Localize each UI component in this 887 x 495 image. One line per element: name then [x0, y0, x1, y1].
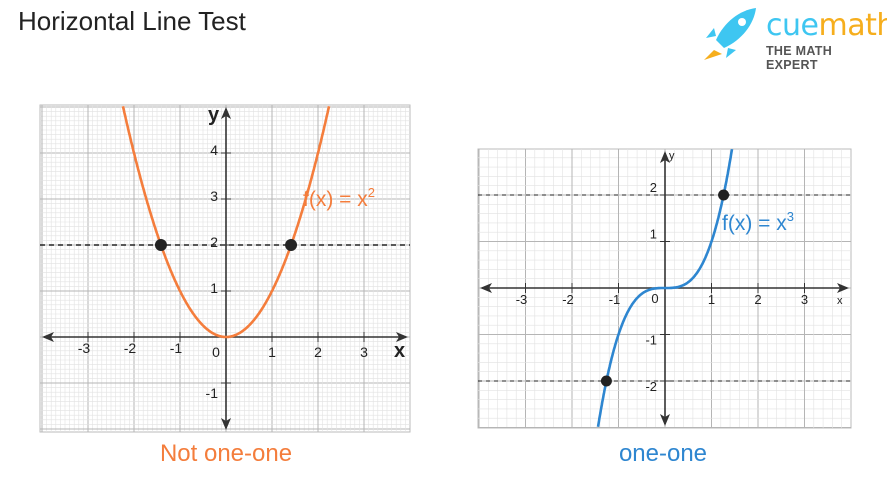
y-axis-arrow-up [660, 151, 670, 163]
x-axis-arrow-right [396, 332, 408, 342]
function-curve [596, 148, 734, 428]
brand-name: cuemath [766, 8, 887, 43]
x-tick-label: -3 [516, 292, 528, 307]
x-tick-label: -1 [609, 292, 621, 307]
x-tick-label: -1 [170, 340, 183, 356]
x-axis-label: x [837, 295, 843, 307]
origin-label: 0 [212, 344, 220, 360]
y-tick-label: -2 [645, 379, 657, 394]
x-tick-label: -3 [78, 340, 91, 356]
function-label-exponent: 3 [787, 209, 794, 224]
brand-tagline: THE MATH EXPERT [766, 44, 833, 72]
y-axis-arrow-down [221, 418, 231, 430]
page-title: Horizontal Line Test [18, 6, 246, 36]
intersection-point [600, 375, 612, 387]
y-tick-label: 4 [210, 142, 218, 158]
x-tick-label: -2 [124, 340, 137, 356]
y-axis-label: y [669, 150, 675, 162]
y-tick-label: 3 [210, 188, 218, 204]
x-tick-label: 2 [314, 344, 322, 360]
rocket-icon [704, 8, 756, 60]
y-tick-label: -1 [206, 385, 219, 401]
y-axis-arrow-down [660, 414, 670, 426]
caption-not-one-one: Not one-one [159, 440, 293, 467]
x-axis-arrow-right [837, 283, 849, 293]
intersection-point [285, 239, 298, 251]
x-axis-arrow-left [42, 332, 54, 342]
x-tick-label: 3 [801, 292, 808, 307]
x-tick-label: 2 [754, 292, 761, 307]
x-tick-label: 3 [360, 344, 368, 360]
y-axis-arrow-up [221, 107, 231, 119]
caption-one-one: one-one [618, 440, 708, 467]
y-tick-label: 2 [210, 234, 218, 250]
x-axis-arrow-left [480, 283, 492, 293]
function-label: f(x) = x3 [722, 209, 794, 235]
y-tick-label: 1 [210, 280, 218, 296]
intersection-point [154, 239, 167, 251]
origin-label: 0 [651, 291, 658, 306]
function-label-exponent: 2 [368, 185, 375, 200]
x-tick-label: -2 [562, 292, 574, 307]
y-tick-label: 2 [650, 180, 657, 195]
y-tick-label: -1 [645, 333, 657, 348]
y-axis-label: y [208, 104, 220, 126]
x-axis-label: x [394, 340, 405, 362]
function-label: f(x) = x2 [303, 185, 375, 211]
cuemath-logo: cuemath THE MATH EXPERT [700, 6, 887, 72]
function-curve [121, 105, 331, 339]
x-tick-label: 1 [268, 344, 276, 360]
intersection-point [718, 189, 730, 201]
x-tick-label: 1 [708, 292, 715, 307]
y-tick-label: 1 [650, 227, 657, 242]
